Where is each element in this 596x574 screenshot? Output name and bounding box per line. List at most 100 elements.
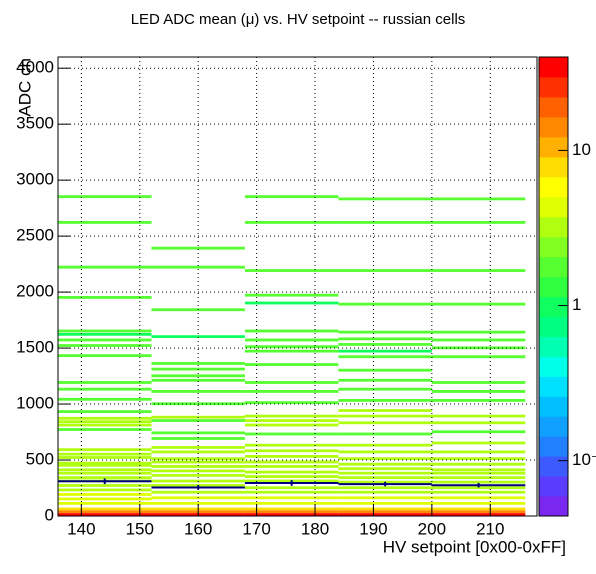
palette-box — [539, 316, 568, 337]
x-axis-title: HV setpoint [0x00-0xFF] — [383, 537, 566, 556]
heatmap-cell — [244, 475, 339, 478]
heatmap-cell — [431, 430, 526, 434]
heatmap-cell — [151, 378, 245, 382]
heatmap-cell — [431, 507, 526, 511]
heatmap-cell — [244, 507, 339, 511]
heatmap-cell — [244, 496, 339, 500]
heatmap-cell — [151, 374, 245, 378]
heatmap-cell — [431, 457, 526, 461]
heatmap-cell — [431, 421, 526, 425]
heatmap-cell — [244, 221, 339, 224]
heatmap-cell — [244, 338, 339, 342]
heatmap-cell — [151, 469, 245, 473]
heatmap-cell — [338, 378, 432, 382]
z-tick-label: 1 — [572, 295, 581, 314]
heatmap-cell — [338, 399, 432, 402]
heatmap-cell — [58, 476, 152, 480]
heatmap-cell — [244, 513, 339, 516]
heatmap-cell — [338, 510, 432, 514]
palette-box — [539, 156, 568, 178]
heatmap-cell — [431, 486, 526, 490]
heatmap-cell — [58, 428, 152, 431]
heatmap-cell — [151, 474, 245, 477]
y-tick-label: 2500 — [16, 226, 54, 245]
heatmap-cell — [58, 513, 152, 516]
heatmap-cell — [338, 490, 432, 494]
heatmap-cell — [431, 414, 526, 418]
y-tick-label: 3000 — [16, 170, 54, 189]
heatmap-cell — [151, 362, 245, 365]
heatmap-cell — [431, 450, 526, 454]
palette-box — [539, 476, 568, 497]
palette-box — [539, 416, 568, 437]
heatmap-cell — [244, 345, 339, 349]
palette-box — [539, 196, 568, 218]
heatmap-cell — [151, 490, 245, 494]
heatmap-cell — [244, 293, 339, 297]
heatmap-cell — [58, 510, 152, 514]
heatmap-cell — [244, 490, 339, 494]
heatmap-cell — [58, 195, 152, 199]
heatmap-cell — [338, 496, 432, 500]
heatmap-cell — [244, 414, 339, 418]
heatmap-cell — [244, 381, 339, 384]
palette-box — [539, 216, 568, 238]
x-tick-label: 150 — [126, 519, 154, 538]
heatmap-cell — [58, 221, 152, 224]
heatmap-cell — [338, 471, 432, 475]
heatmap-cell — [151, 457, 245, 461]
heatmap-cell — [338, 443, 432, 447]
heatmap-cell — [431, 338, 526, 342]
heatmap-cell — [151, 419, 245, 422]
heatmap-cell — [431, 221, 526, 224]
palette-box — [539, 496, 568, 517]
heatmap-cell — [58, 410, 152, 414]
heatmap-cell — [431, 480, 526, 484]
heatmap-cell — [244, 349, 339, 353]
heatmap-cell — [151, 390, 245, 393]
y-tick-label: 2000 — [16, 282, 54, 301]
heatmap-cell — [58, 344, 152, 347]
heatmap-cell — [431, 269, 526, 272]
heatmap-cell — [151, 446, 245, 449]
heatmap-cell — [338, 462, 432, 466]
heatmap-cell — [244, 195, 339, 199]
y-tick-label: 500 — [26, 450, 54, 469]
heatmap-cell — [151, 246, 245, 250]
palette-frame — [538, 56, 569, 517]
palette-box — [539, 256, 568, 278]
heatmap-cell — [338, 467, 432, 471]
heatmap-cell — [58, 381, 152, 384]
heatmap-cell — [431, 355, 526, 359]
heatmap-cell — [431, 462, 526, 466]
heatmap-cell — [58, 416, 152, 420]
x-tick-label: 140 — [67, 519, 95, 538]
heatmap-cell — [338, 450, 432, 454]
palette-box — [539, 456, 568, 477]
heatmap-cell — [58, 497, 152, 501]
heatmap-cell — [58, 493, 152, 496]
palette-box — [539, 116, 568, 138]
y-tick-label: 1500 — [16, 338, 54, 357]
heatmap-cell — [431, 399, 526, 402]
heatmap-cell — [244, 329, 339, 333]
heatmap-cell — [58, 488, 152, 492]
heatmap-cell — [338, 197, 432, 201]
x-tick-label: 170 — [242, 519, 270, 538]
heatmap-cell — [338, 457, 432, 461]
palette-box — [539, 57, 568, 78]
heatmap-cell — [244, 432, 339, 436]
heatmap-cell — [151, 437, 245, 440]
heatmap-cell — [338, 302, 432, 306]
heatmap-cell — [244, 460, 339, 464]
x-tick-label: 180 — [301, 519, 329, 538]
heatmap-cell — [338, 476, 432, 480]
heatmap-cell — [431, 471, 526, 475]
heatmap-cell — [338, 343, 432, 346]
heatmap-cell — [431, 302, 526, 306]
heatmap-cell — [58, 397, 152, 401]
palette-box — [539, 356, 568, 377]
chart-title: LED ADC mean (μ) vs. HV setpoint -- russ… — [131, 11, 466, 28]
palette-box — [539, 136, 568, 158]
